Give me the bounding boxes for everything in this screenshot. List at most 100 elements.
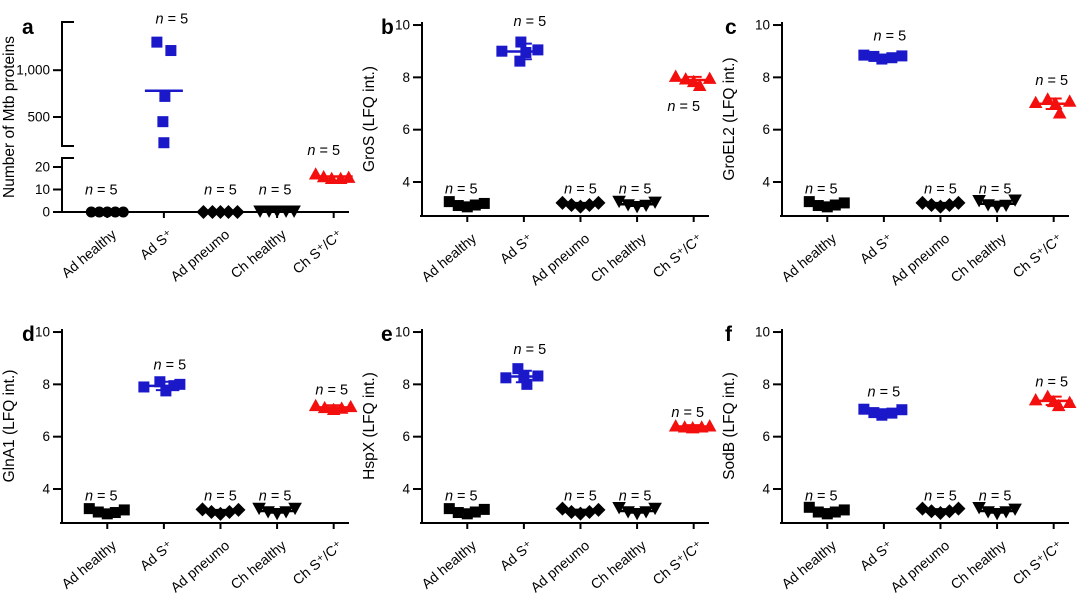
svg-text:4: 4 — [42, 481, 50, 496]
svg-text:n = 5: n = 5 — [805, 182, 838, 198]
svg-text:6: 6 — [762, 122, 770, 137]
svg-text:4: 4 — [762, 174, 770, 189]
svg-text:d: d — [22, 323, 35, 346]
svg-text:n = 5: n = 5 — [874, 28, 907, 44]
svg-text:8: 8 — [762, 377, 770, 392]
svg-text:n = 5: n = 5 — [924, 182, 957, 198]
svg-text:n = 5: n = 5 — [259, 183, 292, 199]
svg-text:8: 8 — [402, 70, 410, 85]
svg-text:Ch healthy: Ch healthy — [587, 537, 649, 592]
svg-text:n = 5: n = 5 — [154, 358, 187, 374]
svg-text:n = 5: n = 5 — [514, 342, 547, 358]
svg-text:Ad S⁺: Ad S⁺ — [137, 537, 176, 574]
svg-text:Ad healthy: Ad healthy — [418, 230, 479, 285]
svg-text:Ad healthy: Ad healthy — [778, 537, 839, 592]
svg-text:Ad healthy: Ad healthy — [778, 230, 839, 285]
svg-text:Number of Mtb proteins: Number of Mtb proteins — [1, 36, 18, 198]
svg-text:n = 5: n = 5 — [564, 182, 597, 198]
svg-text:6: 6 — [402, 429, 410, 444]
svg-text:n = 5: n = 5 — [315, 383, 348, 399]
svg-text:n = 5: n = 5 — [619, 489, 652, 505]
svg-text:Ch S⁺/C⁺: Ch S⁺/C⁺ — [289, 226, 345, 277]
svg-text:1,000: 1,000 — [16, 63, 50, 78]
svg-text:GlnA1 (LFQ int.): GlnA1 (LFQ int.) — [1, 370, 18, 483]
svg-text:n = 5: n = 5 — [259, 489, 292, 505]
svg-text:4: 4 — [402, 174, 410, 189]
svg-text:Ch healthy: Ch healthy — [947, 230, 1009, 285]
svg-text:Ch S⁺/C⁺: Ch S⁺/C⁺ — [649, 230, 705, 281]
svg-text:8: 8 — [402, 377, 410, 392]
svg-text:Ad S⁺: Ad S⁺ — [857, 230, 896, 267]
svg-text:6: 6 — [42, 429, 50, 444]
svg-text:10: 10 — [755, 325, 770, 340]
svg-text:Ad pneumo: Ad pneumo — [527, 537, 592, 595]
svg-text:Ad S⁺: Ad S⁺ — [497, 537, 536, 574]
svg-text:n = 5: n = 5 — [667, 99, 700, 115]
svg-text:Ad pneumo: Ad pneumo — [527, 230, 592, 288]
svg-text:500: 500 — [27, 109, 50, 124]
svg-text:n = 5: n = 5 — [204, 489, 237, 505]
svg-text:10: 10 — [395, 325, 410, 340]
svg-text:Ch S⁺/C⁺: Ch S⁺/C⁺ — [649, 537, 705, 588]
svg-text:Ch S⁺/C⁺: Ch S⁺/C⁺ — [289, 537, 345, 588]
svg-text:Ch healthy: Ch healthy — [227, 226, 289, 281]
svg-text:n = 5: n = 5 — [979, 182, 1012, 198]
svg-text:n = 5: n = 5 — [979, 489, 1012, 505]
svg-text:Ch healthy: Ch healthy — [227, 537, 289, 592]
svg-text:Ad healthy: Ad healthy — [58, 537, 119, 592]
svg-text:10: 10 — [395, 18, 410, 33]
svg-text:6: 6 — [402, 122, 410, 137]
svg-text:10: 10 — [35, 325, 50, 340]
svg-text:n = 5: n = 5 — [564, 489, 597, 505]
svg-text:SodB (LFQ int.): SodB (LFQ int.) — [721, 372, 738, 480]
svg-text:0: 0 — [42, 205, 50, 220]
svg-text:10: 10 — [755, 18, 770, 33]
svg-text:n = 5: n = 5 — [445, 182, 478, 198]
svg-text:Ad pneumo: Ad pneumo — [167, 226, 232, 284]
svg-text:Ad pneumo: Ad pneumo — [887, 230, 952, 288]
svg-text:n = 5: n = 5 — [1035, 73, 1068, 89]
svg-text:n = 5: n = 5 — [1035, 375, 1068, 391]
svg-text:n = 5: n = 5 — [204, 183, 237, 199]
svg-text:8: 8 — [762, 70, 770, 85]
svg-text:Ch healthy: Ch healthy — [587, 230, 649, 285]
svg-text:Ad S⁺: Ad S⁺ — [857, 537, 896, 574]
svg-text:HspX (LFQ int.): HspX (LFQ int.) — [361, 372, 378, 480]
svg-text:e: e — [381, 323, 393, 346]
svg-text:GroEL2 (LFQ int.): GroEL2 (LFQ int.) — [721, 57, 738, 180]
svg-text:Ch S⁺/C⁺: Ch S⁺/C⁺ — [1009, 537, 1065, 588]
svg-text:6: 6 — [762, 429, 770, 444]
svg-text:Ad pneumo: Ad pneumo — [167, 537, 232, 595]
svg-text:n = 5: n = 5 — [307, 143, 340, 159]
svg-text:Ch S⁺/C⁺: Ch S⁺/C⁺ — [1009, 230, 1065, 281]
svg-text:Ad healthy: Ad healthy — [58, 226, 119, 281]
svg-text:Ch healthy: Ch healthy — [947, 537, 1009, 592]
svg-text:8: 8 — [42, 377, 50, 392]
svg-text:Ad S⁺: Ad S⁺ — [497, 230, 536, 267]
svg-text:a: a — [22, 16, 34, 39]
svg-text:n = 5: n = 5 — [868, 385, 901, 401]
svg-text:Ad healthy: Ad healthy — [418, 537, 479, 592]
svg-text:n = 5: n = 5 — [156, 11, 189, 27]
svg-text:4: 4 — [402, 481, 410, 496]
svg-text:b: b — [381, 16, 394, 39]
svg-text:Ad pneumo: Ad pneumo — [887, 537, 952, 595]
svg-text:c: c — [725, 16, 737, 39]
svg-text:n = 5: n = 5 — [85, 489, 118, 505]
svg-text:n = 5: n = 5 — [671, 405, 704, 421]
svg-text:20: 20 — [35, 160, 50, 175]
svg-text:n = 5: n = 5 — [924, 489, 957, 505]
svg-text:4: 4 — [762, 481, 770, 496]
svg-text:n = 5: n = 5 — [445, 489, 478, 505]
svg-text:n = 5: n = 5 — [619, 182, 652, 198]
svg-text:Ad S⁺: Ad S⁺ — [137, 226, 176, 263]
svg-text:n = 5: n = 5 — [85, 183, 118, 199]
svg-text:n = 5: n = 5 — [514, 14, 547, 30]
